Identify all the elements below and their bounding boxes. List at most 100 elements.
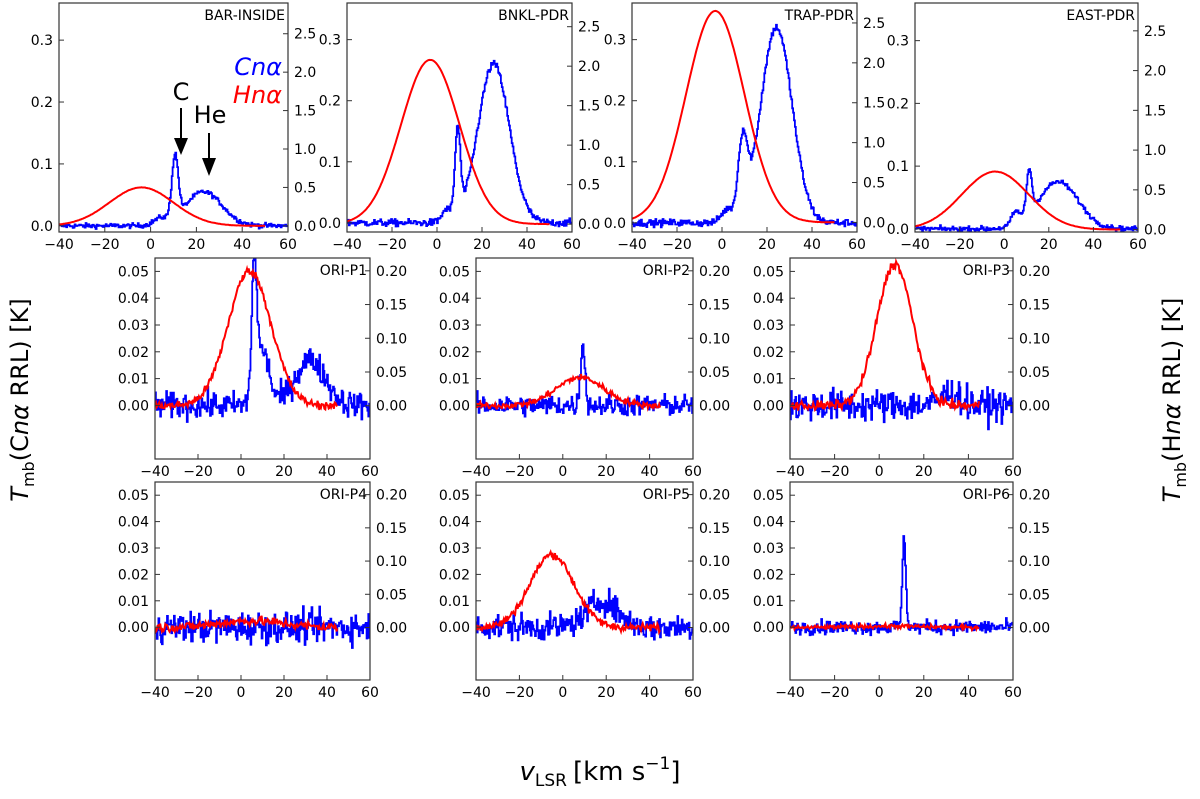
c-line-series (59, 151, 288, 230)
y-tick-label-right: 0.5 (1144, 183, 1166, 199)
h-line-series (915, 170, 1121, 231)
c-line-series (476, 587, 693, 642)
y-tick-label-left: 0.2 (31, 95, 53, 111)
y-tick-label-right: 0.05 (699, 365, 730, 381)
y-tick-label-left: 0.05 (439, 264, 470, 280)
y-tick-label-right: 0.05 (1019, 365, 1050, 381)
y-axis-label-right: Tmb(Hnα RRL) [K] (1158, 298, 1190, 503)
panel-ori-p3: −40 −20 0 20 40 60 0.00 0.01 0.02 0.03 0.04 0.05 0.0… (753, 257, 1050, 480)
arrow-c (174, 108, 188, 155)
y-tick-label-right: 0.15 (699, 521, 730, 537)
x-tick-label: −20 (945, 237, 975, 253)
h-line-series (347, 58, 550, 226)
x-tick-label: 60 (361, 685, 379, 701)
panel-east-pdr: −40 −20 0 20 40 600.00.10.20.30.00.51.01.52.0… (887, 2, 1166, 253)
x-tick-label: 40 (318, 685, 336, 701)
y-tick-label-left: 0.04 (118, 291, 149, 307)
y-tick-label-left: 0.04 (118, 515, 149, 531)
y-tick-label-left: 0.04 (439, 515, 470, 531)
x-tick-label: 60 (684, 685, 702, 701)
panel-title: ORI-P4 (320, 487, 367, 503)
x-tick-label: 20 (473, 237, 491, 253)
y-tick-label-left: 0.04 (439, 291, 470, 307)
x-tick-label: 60 (1129, 237, 1147, 253)
y-tick-label-left: 0.0 (31, 219, 53, 235)
x-tick-label: 40 (518, 237, 536, 253)
x-tick-label: −40 (332, 237, 362, 253)
y-tick-label-right: 0.05 (699, 587, 730, 603)
x-tick-label: 0 (237, 685, 246, 701)
y-tick-label-right: 2.5 (294, 27, 316, 43)
axes-frame (154, 481, 371, 681)
y-tick-label-right: 0.05 (376, 365, 407, 381)
panel-title: ORI-P3 (963, 263, 1010, 279)
y-tick-label-right: 0.20 (699, 488, 730, 504)
x-tick-label: 40 (641, 685, 659, 701)
x-tick-label: 0 (558, 685, 567, 701)
y-tick-label-right: 0.20 (376, 264, 407, 280)
y-tick-label-right: 0.15 (1019, 521, 1050, 537)
x-tick-label: 40 (959, 464, 977, 480)
y-axis-label-left: Tmb(Cnα RRL) [K] (6, 298, 38, 501)
y-tick-label-right: 0.00 (699, 621, 730, 637)
y-tick-label-left: 0.1 (31, 157, 53, 173)
panel-title: EAST-PDR (1066, 8, 1135, 24)
c-line-series (632, 23, 857, 229)
x-tick-label: 20 (597, 464, 615, 480)
y-tick-label-left: 0.00 (753, 620, 784, 636)
y-tick-label-right: 0.20 (1019, 488, 1050, 504)
x-tick-label: 40 (641, 464, 659, 480)
y-tick-label-right: 2.5 (863, 16, 885, 32)
y-tick-label-right: 0.00 (376, 621, 407, 637)
x-tick-label: 40 (803, 237, 821, 253)
x-tick-label: 0 (146, 237, 155, 253)
panel-title: BAR-INSIDE (204, 8, 285, 24)
x-tick-label: 0 (875, 685, 884, 701)
y-tick-label-right: 0.5 (294, 180, 316, 196)
y-tick-label-left: 0.03 (439, 318, 470, 334)
y-tick-label-left: 0.04 (753, 291, 784, 307)
y-tick-label-left: 0.1 (604, 155, 626, 171)
panel-ori-p2: −40 −20 0 20 40 60 0.00 0.01 0.02 0.03 0.04 0.05 0.0… (439, 257, 730, 480)
y-tick-label-right: 0.0 (578, 217, 600, 233)
y-tick-label-left: 0.02 (118, 345, 149, 361)
y-tick-label-left: 0.2 (887, 96, 909, 112)
y-tick-label-right: 0.15 (1019, 298, 1050, 314)
x-tick-label: 20 (915, 464, 933, 480)
y-tick-label-right: 1.0 (1144, 143, 1166, 159)
x-tick-label: −40 (140, 464, 170, 480)
y-tick-label-left: 0.3 (319, 33, 341, 49)
panel-ori-p5: −40 −20 0 20 40 60 0.00 0.01 0.02 0.03 0.04 0.05 0.0… (439, 481, 730, 701)
y-tick-label-left: 0.01 (753, 372, 784, 388)
y-tick-label-left: 0.0 (604, 216, 626, 232)
y-tick-label-left: 0.05 (118, 264, 149, 280)
annotation-c: C (173, 78, 190, 106)
y-tick-label-right: 0.10 (699, 554, 730, 570)
x-tick-label: −40 (900, 237, 930, 253)
x-axis-label: vLSR [km s−1] (519, 754, 680, 791)
x-tick-label: 0 (558, 464, 567, 480)
x-tick-label: −40 (461, 464, 491, 480)
x-tick-label: 40 (233, 237, 251, 253)
panel-title: ORI-P2 (643, 263, 690, 279)
y-tick-label-right: 0.0 (863, 215, 885, 231)
x-tick-label: 20 (915, 685, 933, 701)
axes-frame (631, 2, 858, 233)
y-tick-label-left: 0.04 (753, 515, 784, 531)
c-line-series (155, 258, 370, 423)
x-tick-label: −40 (775, 685, 805, 701)
c-line-series (155, 605, 370, 649)
y-tick-label-left: 0.01 (118, 594, 149, 610)
x-tick-label: 60 (279, 237, 297, 253)
y-tick-label-left: 0.03 (118, 541, 149, 557)
y-tick-label-right: 0.00 (699, 399, 730, 415)
y-tick-label-left: 0.00 (118, 398, 149, 414)
annotation-he: He (194, 101, 227, 129)
y-tick-label-right: 0.0 (294, 219, 316, 235)
y-tick-label-right: 0.5 (578, 178, 600, 194)
y-tick-label-left: 0.2 (604, 94, 626, 110)
y-tick-label-left: 0.02 (118, 567, 149, 583)
axes-frame (789, 481, 1014, 681)
legend-c-label: Cnα (234, 53, 282, 81)
